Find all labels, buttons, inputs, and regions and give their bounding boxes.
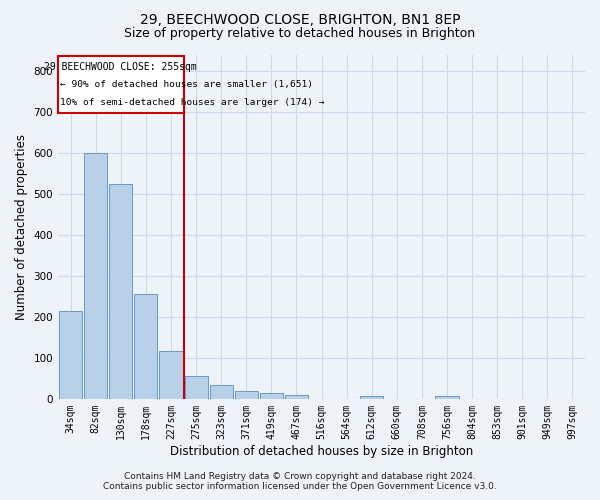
Bar — [235, 392, 258, 399]
Bar — [185, 376, 208, 399]
Bar — [285, 394, 308, 399]
X-axis label: Distribution of detached houses by size in Brighton: Distribution of detached houses by size … — [170, 444, 473, 458]
Bar — [209, 384, 233, 399]
Bar — [436, 396, 458, 399]
Y-axis label: Number of detached properties: Number of detached properties — [15, 134, 28, 320]
FancyBboxPatch shape — [58, 56, 184, 113]
Text: 29 BEECHWOOD CLOSE: 255sqm: 29 BEECHWOOD CLOSE: 255sqm — [44, 62, 197, 72]
Text: 10% of semi-detached houses are larger (174) →: 10% of semi-detached houses are larger (… — [60, 98, 325, 108]
Bar — [59, 311, 82, 399]
Bar — [134, 294, 157, 399]
Text: Size of property relative to detached houses in Brighton: Size of property relative to detached ho… — [124, 28, 476, 40]
Text: 29, BEECHWOOD CLOSE, BRIGHTON, BN1 8EP: 29, BEECHWOOD CLOSE, BRIGHTON, BN1 8EP — [140, 12, 460, 26]
Bar — [160, 351, 182, 399]
Bar — [109, 184, 133, 399]
Text: ← 90% of detached houses are smaller (1,651): ← 90% of detached houses are smaller (1,… — [60, 80, 313, 89]
Bar — [260, 392, 283, 399]
Bar — [84, 153, 107, 399]
Bar — [360, 396, 383, 399]
Text: Contains HM Land Registry data © Crown copyright and database right 2024.
Contai: Contains HM Land Registry data © Crown c… — [103, 472, 497, 491]
